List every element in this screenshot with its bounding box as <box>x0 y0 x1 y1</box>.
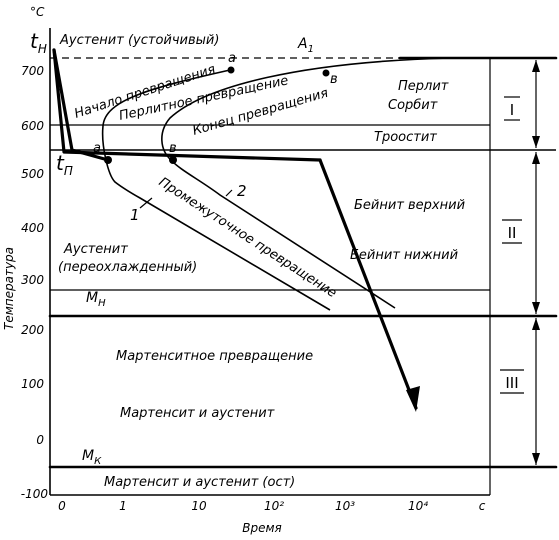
label-mn: MН <box>86 290 106 309</box>
zone-label-iii: III <box>500 369 524 394</box>
zone-text: I <box>510 101 514 119</box>
point-label-b: в <box>169 141 177 156</box>
region-austenite-supercooled-note: (переохлажденный) <box>58 260 197 275</box>
x-tick-label: 10² <box>264 499 284 513</box>
y-tick-label: 200 <box>21 323 44 337</box>
curve-label-2: 2 <box>237 182 247 200</box>
curve-start-transformation <box>101 69 331 311</box>
region-bainite-lower: Бейнит нижний <box>350 248 458 263</box>
y-unit: °C <box>30 5 45 19</box>
y-axis-label: Температура <box>2 247 16 330</box>
point-a-low <box>104 156 112 164</box>
y-tick-label: 100 <box>21 377 44 391</box>
region-martensite-austenite-rest: Мартенсит и аустенит (ост) <box>104 475 295 490</box>
y-tick-label: 0 <box>36 433 44 447</box>
point-b-high <box>322 69 330 77</box>
region-intermediate: Промежуточное превращение <box>156 175 339 301</box>
x-tick-label: 10⁴ <box>408 499 428 513</box>
label-tn: tН <box>30 29 47 56</box>
region-martensite-austenite: Мартенсит и аустенит <box>120 406 275 421</box>
cooling-curve-fast <box>52 48 110 162</box>
region-pearlite: Перлит <box>398 79 449 94</box>
region-bainite-upper: Бейнит верхний <box>354 198 465 213</box>
region-troostite: Троостит <box>374 130 437 145</box>
region-austenite-stable: Аустенит (устойчивый) <box>59 33 219 48</box>
label-a1: A1 <box>297 36 314 55</box>
zone-arrows <box>532 60 540 465</box>
curve-label-1: 1 <box>130 206 140 224</box>
x-tick-label: 1 <box>119 499 127 513</box>
y-tick-label: 300 <box>21 273 44 287</box>
x-unit: с <box>479 499 486 513</box>
cooling-curve-1 <box>52 48 322 162</box>
label-tp: tП <box>56 151 73 178</box>
point-a-high <box>227 66 235 74</box>
cooling-curve-2 <box>318 158 418 410</box>
x-tick-label: 0 <box>58 499 66 513</box>
y-tick-label: 700 <box>21 64 44 78</box>
point-label-b-high: в <box>330 72 338 87</box>
zone-label-i: I <box>504 96 520 121</box>
region-martensite-transformation: Мартенситное превращение <box>116 349 313 364</box>
x-axis-label: Время <box>242 521 282 535</box>
y-tick-label: -100 <box>21 487 49 501</box>
point-label-a: a <box>93 141 101 156</box>
zone-label-ii: II <box>502 219 522 244</box>
y-tick-label: 500 <box>21 167 44 181</box>
x-tick-label: 10 <box>191 499 207 513</box>
y-tick-label: 400 <box>21 221 44 235</box>
point-b-low <box>169 156 177 164</box>
zone-text: II <box>508 224 517 242</box>
region-austenite-supercooled: Аустенит <box>63 242 128 257</box>
curve-end-transformation <box>161 57 451 309</box>
arrow-head <box>406 386 420 412</box>
x-tick-label: 10³ <box>335 499 355 513</box>
region-sorbite: Сорбит <box>388 98 438 113</box>
y-tick-label: 600 <box>21 119 44 133</box>
point-label-a-high: a <box>228 51 236 66</box>
zone-text: III <box>505 374 518 392</box>
label-mk: MК <box>82 448 102 467</box>
